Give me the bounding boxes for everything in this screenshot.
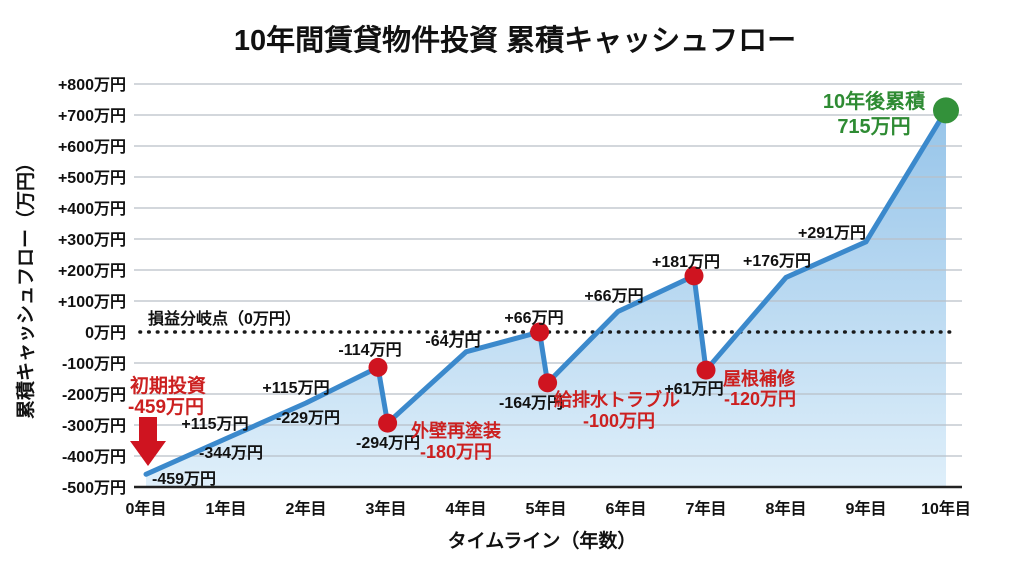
breakeven-label: 損益分岐点（0万円） bbox=[148, 309, 301, 328]
value-label-year8: +176万円 bbox=[743, 252, 811, 270]
final-cumulative-dot bbox=[933, 97, 959, 124]
y-tick-label: 0万円 bbox=[85, 324, 126, 342]
x-tick-label: 9年目 bbox=[846, 499, 887, 518]
event-dot bbox=[378, 413, 398, 433]
y-axis-title: 累積キャッシュフロー（万円） bbox=[14, 153, 37, 419]
y-tick-label: -200万円 bbox=[62, 386, 126, 404]
value-label-year9: +291万円 bbox=[798, 224, 866, 242]
value-label-year6: +66万円 bbox=[584, 287, 643, 305]
x-tick-label: 1年目 bbox=[206, 499, 247, 518]
repaint-event-amount: -180万円 bbox=[420, 442, 492, 462]
plumbing-event-amount: -100万円 bbox=[583, 411, 655, 431]
y-tick-label: +100万円 bbox=[58, 293, 126, 311]
tick-label-layer: +800万円 +700万円 +600万円 +500万円 +400万円 +300万円 +200… bbox=[58, 76, 971, 518]
y-tick-label: +500万円 bbox=[58, 169, 126, 187]
value-label-year4: -64万円 bbox=[425, 332, 480, 350]
final-cumulative-amount: 715万円 bbox=[837, 116, 910, 138]
value-label-year3-peak: -114万円 bbox=[338, 341, 401, 359]
roof-event-label: 屋根補修 bbox=[723, 368, 796, 389]
value-label-year7-peak: +181万円 bbox=[652, 253, 720, 271]
gain-label-year0-1: +115万円 bbox=[181, 415, 248, 433]
cumulative-cashflow-line bbox=[143, 107, 949, 477]
y-tick-label: +700万円 bbox=[58, 107, 126, 125]
value-label-year0: -459万円 bbox=[152, 470, 216, 488]
series-line-layer bbox=[143, 107, 949, 477]
y-tick-label: -500万円 bbox=[62, 479, 126, 497]
x-axis-title: タイムライン（年数） bbox=[448, 529, 637, 552]
x-tick-label: 0年目 bbox=[126, 499, 167, 518]
y-tick-label: -400万円 bbox=[62, 448, 126, 466]
roof-event-amount: -120万円 bbox=[724, 389, 796, 409]
value-label-year2: -229万円 bbox=[276, 409, 340, 427]
gain-label-year1-2: +115万円 bbox=[262, 379, 329, 397]
y-tick-label: -100万円 bbox=[62, 355, 126, 373]
event-dot bbox=[368, 357, 388, 377]
x-tick-label: 8年目 bbox=[766, 499, 807, 518]
y-tick-label: +800万円 bbox=[58, 76, 126, 94]
x-tick-label: 4年目 bbox=[446, 499, 487, 518]
value-label-year5-peak: +66万円 bbox=[504, 309, 563, 327]
y-tick-label: +200万円 bbox=[58, 262, 126, 280]
gridline-layer bbox=[134, 83, 962, 457]
area-fill-layer bbox=[146, 110, 946, 488]
initial-investment-arrow-icon bbox=[130, 417, 166, 466]
y-tick-label: +300万円 bbox=[58, 231, 126, 249]
x-tick-label: 10年目 bbox=[921, 499, 971, 518]
x-tick-label: 6年目 bbox=[606, 499, 647, 518]
event-dot-layer bbox=[368, 97, 959, 433]
initial-investment-label: 初期投資 bbox=[130, 374, 206, 397]
initial-investment-amount: -459万円 bbox=[128, 397, 204, 418]
plumbing-event-label: 給排水トラブル bbox=[554, 389, 680, 410]
repaint-event-label: 外壁再塗装 bbox=[411, 420, 501, 441]
value-label-year5-after: -164万円 bbox=[499, 394, 563, 412]
value-label-year3-after: -294万円 bbox=[356, 434, 420, 452]
x-tick-label: 3年目 bbox=[366, 499, 407, 518]
x-tick-label: 2年目 bbox=[286, 499, 327, 518]
final-cumulative-label: 10年後累積 bbox=[823, 89, 926, 113]
chart-title: 10年間賃貸物件投資 累積キャッシュフロー bbox=[234, 23, 796, 57]
y-tick-label: -300万円 bbox=[62, 417, 126, 435]
y-tick-label: +400万円 bbox=[58, 200, 126, 218]
event-dot bbox=[530, 322, 550, 342]
event-dot bbox=[696, 360, 716, 380]
value-label-year7-after: +61万円 bbox=[664, 380, 723, 398]
event-dot bbox=[684, 266, 704, 286]
cumulative-area-fill bbox=[146, 110, 946, 488]
y-tick-label: +600万円 bbox=[58, 138, 126, 156]
event-dot bbox=[538, 373, 558, 393]
x-tick-label: 5年目 bbox=[526, 499, 567, 518]
value-label-year1: -344万円 bbox=[199, 444, 263, 462]
x-tick-label: 7年目 bbox=[686, 499, 727, 518]
